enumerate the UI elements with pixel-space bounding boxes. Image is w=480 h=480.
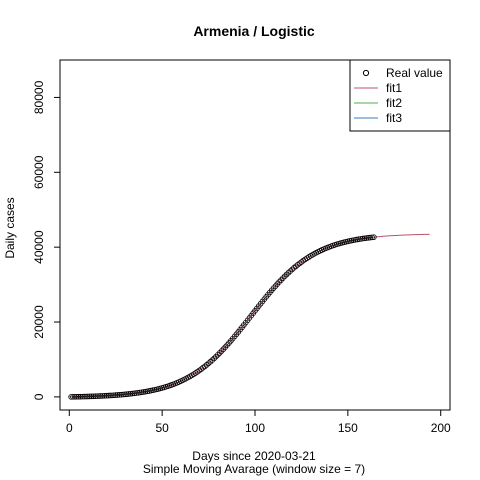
real-value-point: [289, 266, 295, 273]
real-value-point: [283, 271, 290, 278]
real-value-point: [129, 390, 136, 397]
y-tick-label: 40000: [32, 230, 46, 264]
real-value-point: [369, 234, 375, 241]
legend-fit3-label: fit3: [386, 111, 402, 125]
real-value-point: [203, 362, 210, 368]
legend-box: [349, 59, 451, 132]
real-value-point: [124, 391, 130, 397]
real-value-point: [68, 394, 74, 400]
real-value-point: [94, 393, 100, 399]
real-value-point: [107, 392, 113, 399]
real-value-point: [363, 235, 370, 241]
legend: Real value fit1 fit2 fit3: [349, 59, 451, 132]
real-value-point: [293, 263, 299, 270]
x-tick-label: 100: [245, 421, 265, 435]
real-value-point: [287, 268, 294, 274]
legend-fit1-label: fit1: [386, 81, 402, 95]
real-value-point: [73, 393, 80, 400]
real-value-series: [68, 234, 377, 400]
real-value-point: [99, 393, 106, 399]
real-value-point: [70, 394, 76, 400]
real-value-point: [88, 393, 95, 400]
real-value-point: [291, 265, 297, 271]
real-value-point: [105, 392, 112, 399]
real-value-point: [125, 391, 132, 397]
x-axis: 0 50 100 150 200: [66, 410, 451, 435]
real-value-point: [365, 235, 372, 241]
real-value-point: [122, 391, 128, 398]
real-value-point: [112, 392, 119, 398]
real-value-point: [278, 277, 284, 283]
legend-real-value-label: Real value: [386, 66, 443, 80]
real-value-point: [85, 393, 91, 400]
real-value-point: [111, 392, 117, 399]
real-value-point: [86, 393, 93, 400]
real-value-point: [281, 273, 288, 280]
legend-real-value-marker: [362, 69, 370, 77]
x-axis-subtitle: Simple Moving Avarage (window size = 7): [143, 462, 365, 476]
real-value-point: [367, 234, 373, 241]
x-tick-label: 50: [155, 421, 169, 435]
real-value-point: [83, 393, 89, 400]
real-value-point: [116, 392, 123, 398]
y-axis-label: Daily cases: [3, 197, 17, 258]
y-axis: 0 20000 40000 60000 80000: [32, 80, 60, 400]
real-value-point: [133, 390, 139, 396]
real-value-point: [209, 357, 216, 363]
real-value-point: [101, 392, 108, 399]
real-value-point: [114, 392, 121, 398]
real-value-point: [138, 389, 145, 396]
real-value-point: [285, 269, 292, 276]
chart-title: Armenia / Logistic: [193, 23, 315, 39]
real-value-point: [103, 392, 110, 399]
y-tick-label: 60000: [32, 155, 46, 189]
real-value-point: [92, 393, 99, 400]
legend-fit2-label: fit2: [386, 96, 402, 110]
real-value-point: [135, 390, 141, 396]
real-value-point: [371, 234, 377, 240]
real-value-point: [81, 393, 87, 400]
real-value-point: [127, 390, 134, 397]
real-value-point: [211, 355, 217, 362]
y-tick-label: 80000: [32, 80, 46, 114]
real-value-point: [109, 392, 115, 399]
real-value-point: [359, 235, 366, 242]
real-value-point: [215, 352, 221, 358]
real-value-point: [213, 353, 219, 360]
x-tick-label: 0: [66, 421, 73, 435]
y-tick-label: 20000: [32, 305, 46, 339]
real-value-point: [77, 393, 84, 400]
real-value-point: [276, 279, 282, 285]
real-value-point: [120, 391, 126, 398]
real-value-point: [280, 275, 286, 281]
real-value-point: [202, 363, 208, 370]
real-value-point: [118, 391, 125, 398]
real-value-point: [207, 358, 214, 365]
x-tick-label: 150: [338, 421, 358, 435]
real-value-point: [131, 390, 138, 397]
real-value-point: [96, 393, 102, 399]
real-value-point: [216, 350, 223, 356]
real-value-point: [218, 348, 225, 354]
real-value-point: [356, 236, 362, 242]
real-value-point: [358, 236, 364, 242]
real-value-point: [90, 393, 97, 400]
real-value-point: [75, 393, 82, 400]
real-value-point: [205, 360, 212, 367]
real-value-point: [137, 389, 143, 396]
x-tick-label: 200: [431, 421, 451, 435]
real-value-point: [79, 393, 86, 400]
real-value-point: [361, 235, 368, 242]
y-tick-label: 0: [32, 393, 46, 400]
real-value-point: [72, 393, 78, 400]
x-axis-label: Days since 2020-03-21: [192, 449, 316, 463]
real-value-point: [98, 393, 104, 399]
